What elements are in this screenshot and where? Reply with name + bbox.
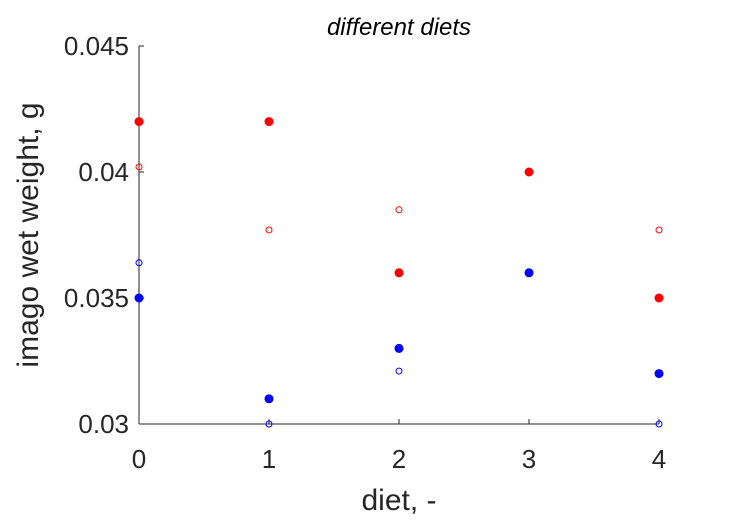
data-points <box>134 117 664 428</box>
x-tick-label: 0 <box>132 444 146 474</box>
data-point-filled <box>264 117 274 127</box>
y-tick-label: 0.035 <box>64 283 129 313</box>
data-point-open <box>655 226 663 234</box>
data-point-open <box>655 420 663 428</box>
x-tick-label: 2 <box>392 444 406 474</box>
data-point-filled <box>524 167 534 177</box>
x-tick-label: 1 <box>262 444 276 474</box>
x-axis-label: diet, - <box>361 484 436 517</box>
x-ticks: 0 1 2 3 4 <box>132 419 666 474</box>
y-axis-label: imago wet weight, g <box>12 102 45 367</box>
data-point-open <box>395 367 403 375</box>
data-point-open <box>135 259 143 267</box>
data-point-filled <box>134 293 144 303</box>
x-tick-label: 4 <box>652 444 666 474</box>
y-tick-label: 0.03 <box>78 409 129 439</box>
data-point-open <box>265 226 273 234</box>
y-tick-label: 0.045 <box>64 31 129 61</box>
data-point-filled <box>654 369 664 379</box>
data-point-filled <box>394 343 404 353</box>
data-point-open <box>265 420 273 428</box>
data-point-filled <box>394 268 404 278</box>
chart-title: different diets <box>327 14 471 41</box>
data-point-filled <box>264 394 274 404</box>
y-ticks: 0.03 0.035 0.04 0.045 <box>64 31 144 439</box>
data-point-filled <box>654 293 664 303</box>
data-point-open <box>395 206 403 214</box>
y-tick-label: 0.04 <box>78 157 129 187</box>
data-point-open <box>135 163 143 171</box>
data-point-filled <box>134 117 144 127</box>
x-tick-label: 3 <box>522 444 536 474</box>
data-point-open <box>525 269 533 277</box>
